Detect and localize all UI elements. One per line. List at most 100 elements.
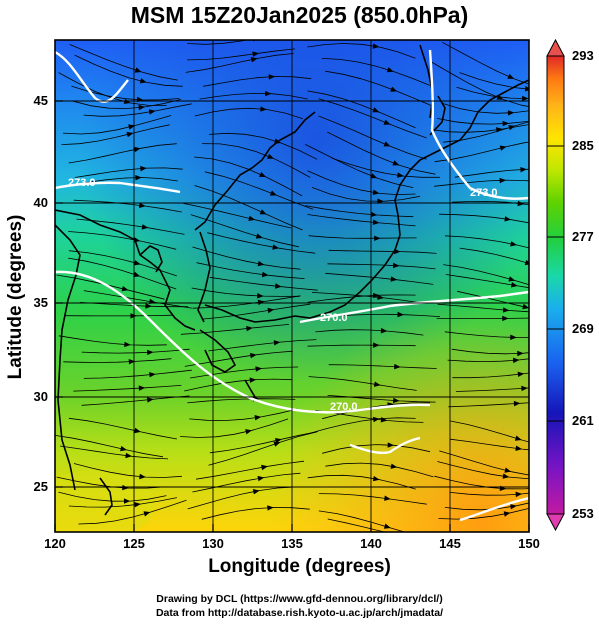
streamline-arrow (377, 294, 384, 300)
streamline-arrow (125, 452, 132, 459)
streamline (199, 92, 308, 100)
streamline-arrow (275, 283, 282, 289)
streamline-arrow (273, 340, 281, 346)
streamline (454, 168, 529, 178)
x-tick-label: 120 (44, 536, 66, 551)
streamline-arrow (507, 73, 515, 79)
streamline-arrow (139, 473, 146, 480)
colorbar-tick-label: 269 (572, 321, 594, 336)
streamline (439, 450, 529, 476)
streamline (209, 431, 318, 454)
streamline-arrow (370, 211, 378, 218)
y-tick-label: 35 (33, 295, 48, 310)
streamline (321, 58, 430, 86)
colorbar-min-arrow (546, 513, 565, 532)
x-tick-label: 135 (281, 536, 303, 551)
streamline-arrow (268, 74, 276, 80)
streamline (207, 232, 316, 254)
streamline-arrow (149, 372, 156, 378)
streamline (305, 205, 414, 218)
streamline (444, 331, 529, 338)
colorbar-tick-label: 285 (572, 138, 594, 153)
isotherm-contours (55, 49, 529, 522)
streamline (430, 124, 529, 133)
streamline-arrow (372, 189, 380, 195)
streamline (63, 358, 172, 363)
streamline-arrow (383, 119, 391, 125)
streamline (68, 231, 177, 250)
streamline-arrow (261, 464, 268, 471)
streamline (318, 510, 406, 532)
streamline (318, 115, 427, 160)
streamline-arrow (138, 104, 146, 111)
streamline (203, 76, 312, 87)
contour-label: 270.0 (320, 312, 348, 324)
streamline (442, 103, 529, 114)
streamline (64, 314, 173, 317)
streamline (78, 499, 187, 525)
streamline (58, 335, 167, 346)
streamline (58, 491, 167, 502)
streamline-arrow (250, 352, 257, 359)
streamline-arrow (372, 475, 380, 482)
streamline (444, 235, 529, 249)
streamline (325, 70, 434, 107)
streamline (68, 497, 177, 508)
graticule (55, 40, 529, 532)
streamline-arrow (503, 511, 511, 517)
streamline-arrow (257, 475, 265, 482)
streamline-arrow (499, 145, 507, 151)
streamline (451, 348, 529, 355)
streamline (437, 118, 529, 125)
colorbar-max-arrow (546, 38, 565, 57)
streamline-arrow (393, 397, 400, 404)
streamline (187, 486, 296, 510)
streamline (444, 502, 529, 511)
chart-title: MSM 15Z20Jan2025 (850.0hPa) (130, 2, 469, 28)
streamline (204, 171, 314, 210)
streamline-arrow (269, 190, 277, 196)
streamline-arrow (513, 400, 521, 407)
streamline-arrow (380, 327, 388, 334)
streamline-arrow (514, 435, 522, 441)
streamline (192, 295, 301, 309)
streamline (190, 366, 299, 379)
streamline (69, 44, 178, 81)
streamline-arrow (133, 271, 141, 277)
streamline (192, 472, 301, 493)
streamline (187, 40, 249, 45)
streamline-arrow (387, 442, 395, 448)
streamline-arrow (254, 415, 262, 421)
streamline (442, 41, 529, 85)
streamline (63, 115, 172, 135)
streamline-arrow (502, 473, 510, 479)
streamline-arrow (138, 385, 146, 391)
contour-labels: 273.0 273.0 270.0 270.0 (68, 177, 498, 413)
streamline (76, 218, 185, 235)
streamline (73, 385, 182, 392)
streamline-arrow (261, 271, 269, 278)
streamline (443, 264, 529, 286)
streamline-arrow (373, 292, 380, 299)
streamline-arrow (252, 51, 260, 57)
streamline-arrow (499, 177, 507, 184)
streamline (325, 462, 434, 478)
streamline (83, 369, 192, 379)
streamline-arrow (372, 107, 380, 113)
streamline-arrow (257, 260, 265, 267)
streamline-arrow (386, 67, 394, 73)
streamline-arrow (390, 86, 398, 92)
colorbar-tick-label: 293 (572, 48, 594, 63)
streamline-arrow (134, 67, 142, 73)
contour-label: 273.0 (470, 187, 498, 199)
streamline-arrow (394, 363, 401, 370)
streamline (74, 167, 183, 178)
streamline (187, 48, 296, 61)
streamline-arrow (510, 504, 517, 510)
streamline (439, 213, 529, 224)
streamline (452, 372, 529, 379)
streamline (194, 156, 303, 197)
streamline (180, 418, 289, 438)
streamline (73, 199, 182, 213)
streamline (307, 90, 416, 129)
